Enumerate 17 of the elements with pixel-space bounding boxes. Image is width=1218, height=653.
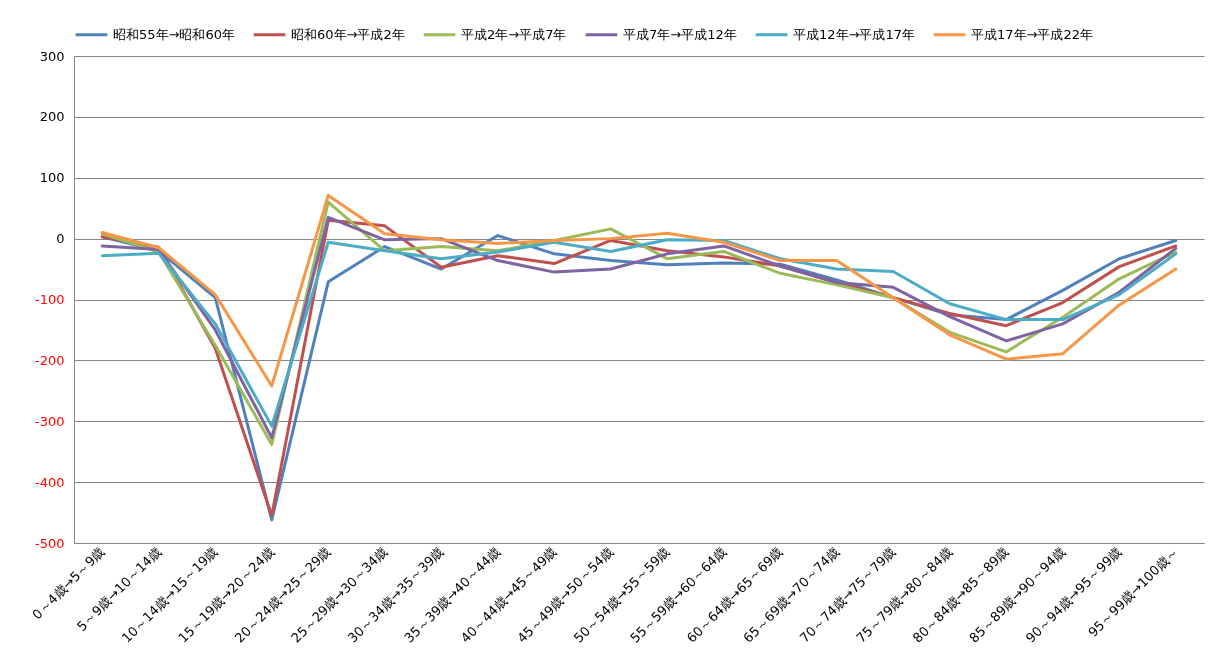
legend-label: 平成17年→平成22年: [971, 26, 1093, 42]
y-tick-label: 300: [39, 48, 65, 64]
line-series: [100, 238, 1178, 428]
y-tick-label: -400: [34, 474, 65, 490]
legend-label: 平成2年→平成7年: [461, 26, 567, 42]
legend-label: 昭和55年→昭和60年: [113, 26, 235, 42]
y-tick-label: 200: [39, 109, 65, 125]
line-series: [100, 193, 1178, 388]
y-tick-label: -200: [34, 352, 65, 368]
y-tick-label: -300: [34, 413, 65, 429]
y-tick-label: 100: [39, 170, 65, 186]
y-tick-label: 0: [56, 231, 65, 247]
y-tick-label: -500: [34, 535, 65, 551]
legend-label: 昭和60年→平成2年: [291, 26, 405, 42]
legend-label: 平成7年→平成12年: [623, 26, 737, 42]
legend-label: 平成12年→平成17年: [793, 26, 915, 42]
y-tick-label: -100: [34, 292, 65, 307]
